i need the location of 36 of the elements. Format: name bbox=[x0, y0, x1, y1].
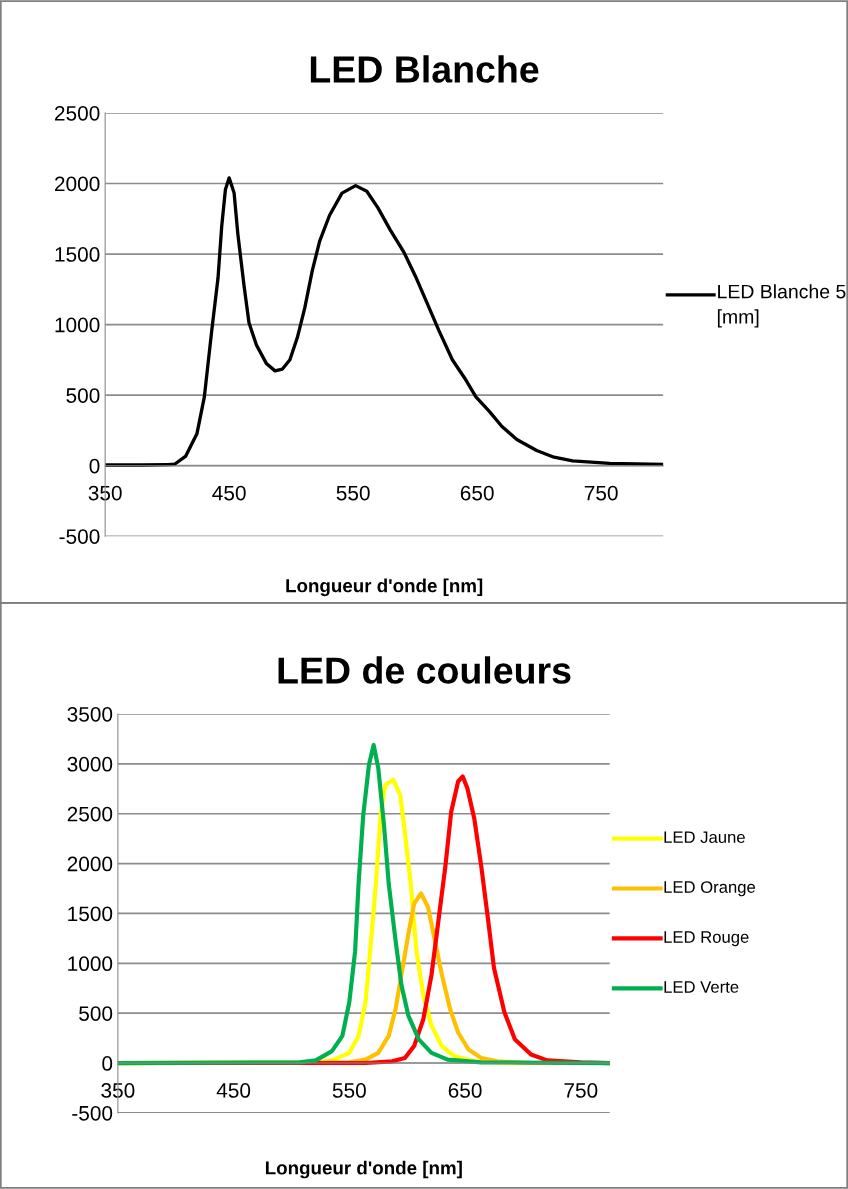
legend-label: LED Rouge bbox=[664, 931, 749, 947]
y-tick-label: 2500 bbox=[55, 105, 100, 121]
legend-label: LED Jaune bbox=[664, 831, 745, 844]
legend-label: LED Orange bbox=[664, 881, 756, 897]
legend-label: LED Blanche 5 [mm] bbox=[717, 284, 846, 328]
y-tick-label: 500 bbox=[79, 1006, 113, 1021]
y-tick-label: 1500 bbox=[68, 906, 113, 922]
chart-title: LED Blanche bbox=[310, 55, 539, 83]
x-tick-label: 550 bbox=[332, 1083, 366, 1098]
y-tick-label: 1500 bbox=[55, 247, 100, 262]
x-tick-label: 350 bbox=[101, 1083, 135, 1098]
line-series bbox=[105, 176, 664, 467]
y-tick-label: 1000 bbox=[55, 317, 100, 333]
y-tick-label: 0 bbox=[102, 1056, 113, 1071]
x-tick-label: 550 bbox=[336, 485, 370, 501]
x-tick-label: 350 bbox=[88, 485, 122, 501]
y-tick-label: 2000 bbox=[55, 176, 100, 192]
x-tick-label: 650 bbox=[460, 485, 494, 501]
y-tick-label: 1000 bbox=[68, 956, 113, 972]
chart-title: LED de couleurs bbox=[278, 656, 571, 684]
y-tick-label: 0 bbox=[89, 458, 100, 474]
x-tick-label: 750 bbox=[564, 1083, 598, 1098]
x-tick-label: 450 bbox=[216, 1083, 251, 1098]
x-tick-label: 650 bbox=[448, 1083, 482, 1098]
x-tick-label: 450 bbox=[212, 485, 246, 501]
x-axis-title: Longueur d'onde [nm] bbox=[265, 1160, 462, 1179]
y-tick-label: -500 bbox=[72, 1105, 113, 1121]
x-axis-title: Longueur d'onde [nm] bbox=[286, 578, 483, 597]
legend-label: LED Verte bbox=[664, 981, 739, 993]
y-tick-label: -500 bbox=[59, 529, 100, 544]
x-tick-label: 750 bbox=[584, 485, 618, 501]
y-tick-label: 2000 bbox=[67, 856, 113, 872]
y-tick-label: 2500 bbox=[67, 806, 113, 822]
y-tick-label: 500 bbox=[66, 388, 100, 403]
y-tick-label: 3500 bbox=[67, 707, 113, 722]
y-tick-label: 3000 bbox=[67, 756, 113, 772]
